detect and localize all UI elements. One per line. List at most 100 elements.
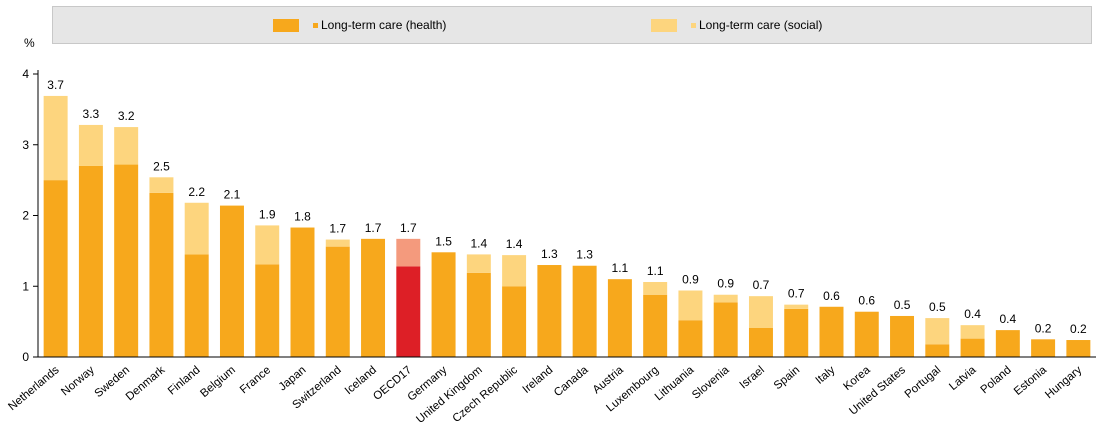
bar-social bbox=[678, 290, 703, 321]
bar-health bbox=[219, 205, 244, 357]
x-tick-label: Spain bbox=[772, 364, 802, 392]
bar-social bbox=[925, 318, 950, 345]
bar-health bbox=[960, 338, 985, 357]
bar-health bbox=[43, 180, 68, 357]
bar-health bbox=[678, 320, 703, 357]
bar-total-label: 2.2 bbox=[188, 185, 205, 199]
bar-health bbox=[890, 315, 915, 357]
bar-social bbox=[396, 238, 421, 267]
bar-total-label: 0.5 bbox=[929, 300, 946, 314]
bar-social bbox=[114, 127, 139, 165]
bar-total-label: 1.9 bbox=[259, 207, 276, 221]
bar-health bbox=[1031, 339, 1056, 357]
y-tick-label: 0 bbox=[22, 350, 29, 364]
x-tick-label: Japan bbox=[277, 364, 309, 393]
bar-health bbox=[748, 327, 773, 357]
bar-social bbox=[149, 177, 174, 193]
bar-total-label: 0.9 bbox=[717, 277, 734, 291]
bar-health bbox=[784, 308, 809, 357]
x-tick-label: Belgium bbox=[198, 364, 238, 400]
legend-swatch-social bbox=[651, 18, 677, 32]
x-tick-label: Finland bbox=[166, 364, 203, 397]
bar-health bbox=[925, 344, 950, 357]
bar-social bbox=[748, 296, 773, 328]
bar-social bbox=[325, 239, 350, 247]
x-tick-label: Norway bbox=[59, 364, 97, 398]
bar-social bbox=[184, 202, 209, 255]
bar-health bbox=[290, 227, 315, 357]
bar-total-label: 0.6 bbox=[858, 294, 875, 308]
bar-social bbox=[255, 225, 280, 265]
bar-total-label: 1.3 bbox=[541, 247, 558, 261]
bar-total-label: 1.4 bbox=[506, 237, 523, 251]
bar-health bbox=[184, 254, 209, 357]
bar-health bbox=[713, 302, 738, 357]
y-tick-label: 4 bbox=[22, 67, 29, 81]
bar-total-label: 1.1 bbox=[612, 261, 629, 275]
bar-total-label: 2.1 bbox=[224, 188, 241, 202]
x-tick-label: Lithuania bbox=[653, 364, 697, 404]
bar-health bbox=[396, 266, 421, 357]
bar-total-label: 1.1 bbox=[647, 264, 664, 278]
bar-social bbox=[43, 95, 68, 181]
x-tick-label: Poland bbox=[979, 364, 1014, 396]
bar-total-label: 0.2 bbox=[1035, 321, 1052, 335]
bar-health bbox=[819, 306, 844, 357]
x-tick-label: Portugal bbox=[903, 364, 944, 401]
bar-total-label: 2.5 bbox=[153, 159, 170, 173]
x-tick-label: Israel bbox=[738, 364, 767, 391]
bar-social bbox=[466, 254, 491, 273]
bar-total-label: 1.5 bbox=[435, 234, 452, 248]
x-tick-label: Czech Republic bbox=[451, 364, 521, 425]
bar-total-label: 0.7 bbox=[753, 278, 770, 292]
bar-social bbox=[784, 304, 809, 309]
x-tick-label: Slovenia bbox=[690, 364, 732, 402]
x-tick-label: Netherlands bbox=[6, 364, 61, 413]
bar-health bbox=[78, 165, 103, 357]
x-tick-label: Italy bbox=[814, 364, 838, 387]
bar-health bbox=[149, 192, 174, 357]
x-tick-label: Ireland bbox=[521, 364, 556, 396]
x-tick-label: Denmark bbox=[124, 364, 168, 403]
legend-swatch-health bbox=[273, 18, 299, 32]
x-tick-label: Latvia bbox=[947, 364, 979, 393]
bar-health bbox=[255, 264, 280, 357]
bar-health bbox=[431, 252, 456, 357]
bar-total-label: 3.2 bbox=[118, 109, 135, 123]
bar-total-label: 0.4 bbox=[999, 312, 1016, 326]
bar-total-label: 0.6 bbox=[823, 289, 840, 303]
bar-health bbox=[466, 272, 491, 357]
x-tick-label: Canada bbox=[552, 364, 591, 399]
bar-total-label: 1.3 bbox=[576, 248, 593, 262]
bar-health bbox=[361, 238, 386, 357]
legend-item-health: Long-term care (health) bbox=[273, 18, 446, 32]
y-tick-label: 1 bbox=[22, 279, 29, 293]
bar-social bbox=[502, 255, 527, 287]
bar-social bbox=[643, 282, 668, 295]
bar-total-label: 1.7 bbox=[400, 221, 417, 235]
x-tick-label: Korea bbox=[841, 364, 873, 393]
bar-social bbox=[960, 325, 985, 339]
bar-health bbox=[643, 294, 668, 357]
bar-total-label: 0.5 bbox=[894, 298, 911, 312]
bar-total-label: 3.7 bbox=[47, 78, 64, 92]
bar-total-label: 1.8 bbox=[294, 210, 311, 224]
bar-total-label: 1.4 bbox=[470, 236, 487, 250]
bar-total-label: 1.7 bbox=[329, 222, 346, 236]
bar-total-label: 0.2 bbox=[1070, 322, 1087, 336]
legend-item-social: Long-term care (social) bbox=[651, 18, 822, 32]
bar-health bbox=[854, 311, 879, 357]
bar-health bbox=[114, 164, 139, 357]
bar-total-label: 1.7 bbox=[365, 221, 382, 235]
bar-total-label: 0.9 bbox=[682, 272, 699, 286]
bar-health bbox=[1066, 340, 1091, 357]
bar-total-label: 0.4 bbox=[964, 307, 981, 321]
x-tick-label: Hungary bbox=[1043, 364, 1084, 401]
legend-marker-health bbox=[313, 22, 318, 28]
y-axis-unit-label: % bbox=[24, 36, 35, 50]
bar-health bbox=[572, 265, 597, 357]
bar-total-label: 3.3 bbox=[83, 107, 100, 121]
bar-health bbox=[502, 286, 527, 357]
bar-total-label: 0.7 bbox=[788, 287, 805, 301]
